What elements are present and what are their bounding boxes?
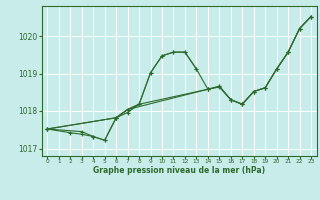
X-axis label: Graphe pression niveau de la mer (hPa): Graphe pression niveau de la mer (hPa) xyxy=(93,166,265,175)
